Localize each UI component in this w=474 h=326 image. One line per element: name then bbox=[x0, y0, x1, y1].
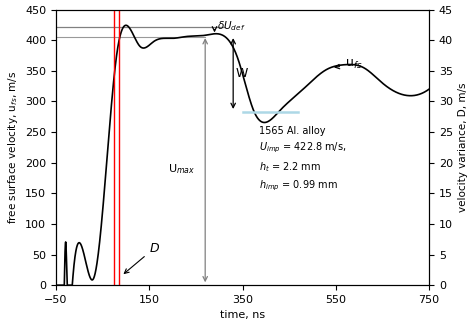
Text: 1565 Al. alloy
$U_{imp}$ = 422.8 m/s,
$h_t$ = 2.2 mm
$h_{imp}$ = 0.99 mm: 1565 Al. alloy $U_{imp}$ = 422.8 m/s, $h… bbox=[259, 126, 346, 193]
Text: $\delta U_{def}$: $\delta U_{def}$ bbox=[217, 19, 246, 33]
Text: W: W bbox=[236, 67, 248, 80]
Y-axis label: free surface velocity, u$_{fs}$, m/s: free surface velocity, u$_{fs}$, m/s bbox=[6, 71, 19, 224]
Y-axis label: velocity variance, D, m/s: velocity variance, D, m/s bbox=[458, 82, 468, 212]
X-axis label: time, ns: time, ns bbox=[220, 310, 265, 320]
Text: U$_{max}$: U$_{max}$ bbox=[168, 162, 195, 176]
Text: u$_{fs}$: u$_{fs}$ bbox=[335, 58, 363, 71]
Text: D: D bbox=[124, 242, 159, 274]
